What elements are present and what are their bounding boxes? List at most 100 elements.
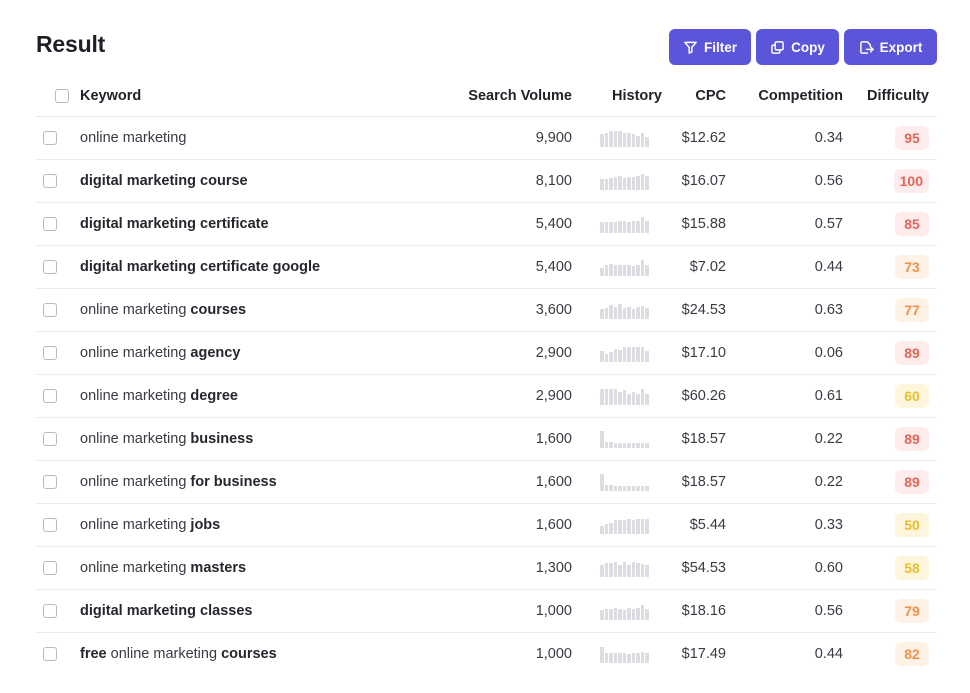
row-checkbox[interactable] bbox=[43, 302, 57, 317]
sparkline-bar bbox=[613, 388, 617, 405]
keyword-cell[interactable]: online marketing business bbox=[80, 417, 422, 461]
keyword-cell[interactable]: online marketing masters bbox=[80, 546, 422, 590]
sparkline-bar bbox=[609, 608, 613, 620]
sparkline-bar bbox=[618, 130, 622, 147]
sparkline-bar bbox=[640, 132, 644, 147]
keyword-bold-segment: courses bbox=[221, 645, 277, 662]
table-row[interactable]: online marketing 9,900 $12.62 0.34 95 bbox=[36, 116, 937, 160]
row-checkbox[interactable] bbox=[43, 603, 57, 618]
history-cell bbox=[572, 202, 662, 246]
sparkline-bar bbox=[622, 442, 626, 448]
sparkline-bar bbox=[622, 485, 626, 491]
keyword-cell[interactable]: digital marketing course bbox=[80, 159, 422, 203]
table-row[interactable]: online marketing degree 2,900 $60.26 0.61 60 bbox=[36, 374, 937, 418]
sparkline-bar bbox=[627, 346, 631, 362]
sparkline-bar bbox=[604, 652, 608, 663]
competition-cell: 0.06 bbox=[726, 331, 843, 375]
sparkline-bar bbox=[613, 607, 617, 620]
history-sparkline bbox=[600, 602, 654, 620]
sparkline-bar bbox=[609, 130, 613, 147]
history-sparkline bbox=[600, 430, 654, 448]
row-checkbox[interactable] bbox=[43, 646, 57, 661]
sparkline-bar bbox=[618, 264, 622, 276]
table-row[interactable]: online marketing jobs 1,600 $5.44 0.33 50 bbox=[36, 503, 937, 547]
keyword-cell[interactable]: online marketing bbox=[80, 116, 422, 160]
column-header-competition[interactable]: Competition bbox=[726, 77, 843, 117]
keyword-cell[interactable]: digital marketing certificate bbox=[80, 202, 422, 246]
sparkline-bar bbox=[640, 305, 644, 319]
row-checkbox[interactable] bbox=[43, 259, 57, 274]
table-row[interactable]: digital marketing classes 1,000 $18.16 0.56… bbox=[36, 589, 937, 633]
sparkline-bar bbox=[645, 136, 649, 147]
difficulty-cell: 79 bbox=[843, 589, 937, 633]
row-checkbox[interactable] bbox=[43, 130, 57, 145]
cpc-cell: $18.57 bbox=[662, 417, 726, 461]
table-row[interactable]: online marketing masters 1,300 $54.53 0.60 5… bbox=[36, 546, 937, 590]
sparkline-bar bbox=[640, 259, 644, 276]
select-all-checkbox[interactable] bbox=[54, 89, 69, 104]
keyword-cell[interactable]: online marketing degree bbox=[80, 374, 422, 418]
difficulty-badge: 89 bbox=[895, 340, 929, 365]
filter-button[interactable]: Filter bbox=[669, 29, 751, 65]
sparkline-bar bbox=[631, 220, 635, 233]
table-row[interactable]: digital marketing certificate google 5,40… bbox=[36, 245, 937, 289]
competition-cell: 0.34 bbox=[726, 116, 843, 160]
copy-icon bbox=[771, 40, 784, 54]
table-row[interactable]: online marketing business 1,600 $18.57 0.22… bbox=[36, 417, 937, 461]
keyword-bold-segment: free bbox=[80, 645, 107, 662]
sparkline-bar bbox=[609, 351, 613, 362]
sparkline-bar bbox=[604, 523, 608, 534]
keyword-cell[interactable]: digital marketing certificate google bbox=[80, 245, 422, 289]
row-checkbox[interactable] bbox=[43, 388, 57, 403]
table-row[interactable]: online marketing courses 3,600 $24.53 0.63 7… bbox=[36, 288, 937, 332]
sparkline-bar bbox=[640, 485, 644, 491]
copy-button[interactable]: Copy bbox=[756, 29, 839, 65]
sparkline-bar bbox=[618, 391, 622, 405]
column-header-keyword[interactable]: Keyword bbox=[80, 77, 422, 117]
row-checkbox[interactable] bbox=[43, 216, 57, 231]
export-button[interactable]: Export bbox=[844, 29, 937, 65]
sparkline-bar bbox=[613, 485, 617, 491]
sparkline-bar bbox=[618, 652, 622, 663]
competition-cell: 0.56 bbox=[726, 159, 843, 203]
history-sparkline bbox=[600, 473, 654, 491]
keyword-cell[interactable]: online marketing jobs bbox=[80, 503, 422, 547]
keyword-bold-segment: digital marketing certificate bbox=[80, 215, 269, 232]
row-checkbox[interactable] bbox=[43, 345, 57, 360]
keyword-cell[interactable]: online marketing agency bbox=[80, 331, 422, 375]
column-header-difficulty[interactable]: Difficulty bbox=[843, 77, 937, 117]
keyword-segment: online marketing bbox=[80, 129, 187, 146]
table-row[interactable]: free online marketing courses 1,000 $17.49… bbox=[36, 632, 937, 675]
difficulty-cell: 89 bbox=[843, 417, 937, 461]
sparkline-bar bbox=[600, 388, 604, 405]
sparkline-bar bbox=[609, 263, 613, 276]
row-checkbox-cell bbox=[36, 374, 80, 418]
keyword-cell[interactable]: free online marketing courses bbox=[80, 632, 422, 675]
row-checkbox[interactable] bbox=[43, 173, 57, 188]
sparkline-bar bbox=[622, 561, 626, 577]
column-header-search-volume[interactable]: Search Volume bbox=[422, 77, 572, 117]
filter-button-label: Filter bbox=[703, 39, 737, 55]
row-checkbox[interactable] bbox=[43, 560, 57, 575]
table-header-row: Keyword Search Volume History CPC Compet… bbox=[36, 77, 937, 117]
keyword-cell[interactable]: online marketing courses bbox=[80, 288, 422, 332]
row-checkbox[interactable] bbox=[43, 517, 57, 532]
table-row[interactable]: digital marketing certificate 5,400 $15.88… bbox=[36, 202, 937, 246]
table-row[interactable]: online marketing for business 1,600 $18.57… bbox=[36, 460, 937, 504]
table-row[interactable]: online marketing agency 2,900 $17.10 0.06 89 bbox=[36, 331, 937, 375]
row-checkbox-cell bbox=[36, 460, 80, 504]
sparkline-bar bbox=[600, 133, 604, 147]
sparkline-bar bbox=[604, 562, 608, 577]
row-checkbox[interactable] bbox=[43, 431, 57, 446]
sparkline-bar bbox=[600, 430, 604, 448]
table-row[interactable]: digital marketing course 8,100 $16.07 0.56 1… bbox=[36, 159, 937, 203]
row-checkbox[interactable] bbox=[43, 474, 57, 489]
history-cell bbox=[572, 116, 662, 160]
sparkline-bar bbox=[600, 267, 604, 276]
sparkline-bar bbox=[645, 264, 649, 276]
keyword-cell[interactable]: online marketing for business bbox=[80, 460, 422, 504]
header-checkbox-cell bbox=[36, 77, 80, 117]
sparkline-bar bbox=[636, 442, 640, 448]
column-header-cpc[interactable]: CPC bbox=[662, 77, 726, 117]
keyword-cell[interactable]: digital marketing classes bbox=[80, 589, 422, 633]
